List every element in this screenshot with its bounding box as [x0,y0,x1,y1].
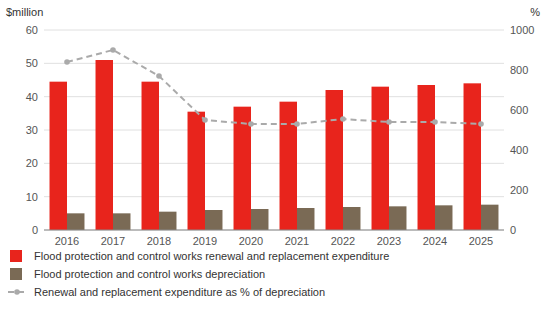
y2-tick-label: 800 [510,64,528,76]
legend: Flood protection and control works renew… [8,250,389,298]
bar [326,90,343,230]
bar [343,207,360,230]
chart-container: 010203040506002004006008001000$million%2… [0,0,548,333]
legend-swatch [10,250,22,262]
bar [251,209,268,230]
x-tick-label: 2021 [285,235,309,247]
line-marker [386,119,392,125]
bar [389,206,406,230]
y-tick-label: 30 [26,124,38,136]
line [67,50,481,124]
line-marker [340,116,346,122]
line-marker [248,121,254,127]
y-tick-label: 0 [32,224,38,236]
bar [280,102,297,230]
legend-swatch [10,268,22,280]
x-tick-label: 2022 [331,235,355,247]
y2-tick-label: 400 [510,144,528,156]
line-marker [202,117,208,123]
x-tick-label: 2018 [147,235,171,247]
bar [205,210,222,230]
line-marker [110,47,116,53]
bar [481,205,498,230]
grid [44,30,504,230]
bar [142,82,159,230]
y2-tick-label: 600 [510,104,528,116]
y-tick-label: 50 [26,57,38,69]
bar [297,208,314,230]
bar [372,87,389,230]
y2-tick-label: 1000 [510,24,534,36]
legend-label: Renewal and replacement expenditure as %… [34,286,325,298]
x-tick-label: 2024 [423,235,447,247]
bar [159,212,176,230]
y-tick-label: 60 [26,24,38,36]
x-tick-label: 2017 [101,235,125,247]
grid-line [44,30,504,31]
line-marker [478,121,484,127]
legend-swatch-marker [14,289,20,295]
bar [67,213,84,230]
x-axis-line [44,230,504,231]
y2-tick-label: 0 [510,224,516,236]
line-marker [432,119,438,125]
bar [464,83,481,230]
line-marker [64,59,70,65]
chart: 010203040506002004006008001000$million%2… [0,0,548,333]
bar [188,112,205,230]
bar [96,60,113,230]
x-tick-label: 2016 [55,235,79,247]
plot-marks [50,47,499,230]
x-tick-label: 2025 [469,235,493,247]
bar [234,107,251,230]
grid-line [44,230,504,231]
bar [50,82,67,230]
legend-label: Flood protection and control works renew… [34,250,389,262]
y2-tick-label: 200 [510,184,528,196]
x-tick-label: 2023 [377,235,401,247]
bar [418,85,435,230]
y-tick-label: 40 [26,91,38,103]
legend-label: Flood protection and control works depre… [34,268,265,280]
line-marker [156,73,162,79]
x-tick-label: 2019 [193,235,217,247]
y-tick-label: 10 [26,191,38,203]
bar [113,213,130,230]
bar [435,205,452,230]
x-tick-label: 2020 [239,235,263,247]
y-tick-label: 20 [26,157,38,169]
y2-axis-label: % [530,6,540,18]
line-marker [294,121,300,127]
y-axis-label: $million [6,6,43,18]
